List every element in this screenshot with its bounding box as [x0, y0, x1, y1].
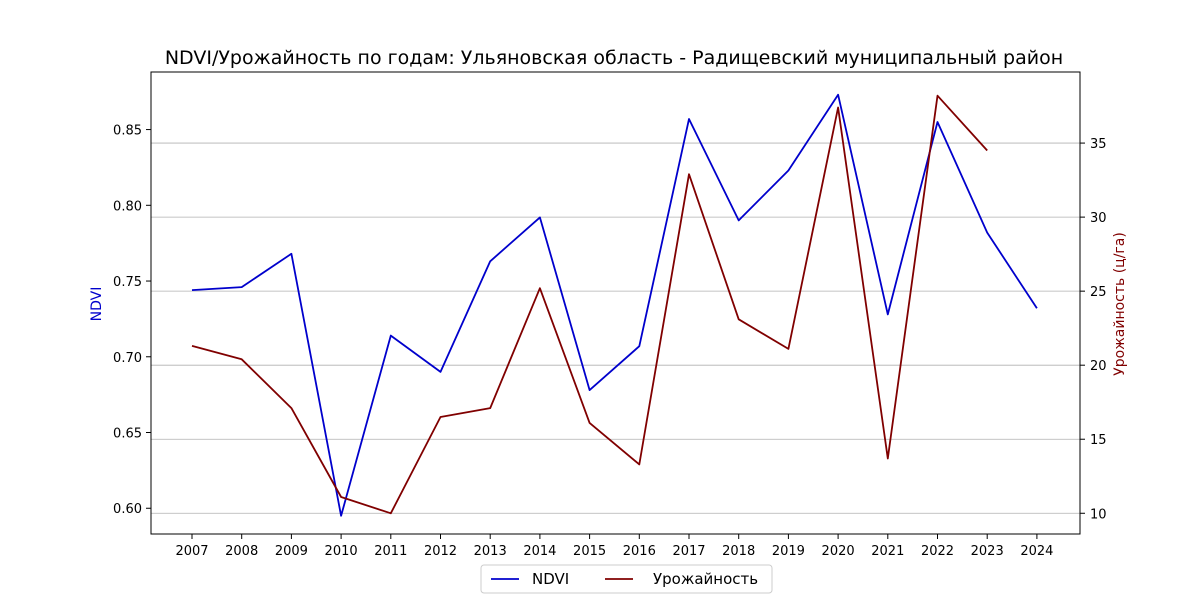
x-tick-label: 2024 [1020, 544, 1053, 559]
right-tick-label: 15 [1090, 433, 1107, 448]
right-tick-label: 25 [1090, 285, 1107, 300]
x-tick-label: 2016 [623, 544, 656, 559]
left-tick-label: 0.60 [113, 502, 142, 517]
x-tick-label: 2018 [722, 544, 755, 559]
series-layer [191, 93, 1038, 517]
left-tick-label: 0.65 [113, 427, 142, 442]
x-tick-label: 2015 [573, 544, 606, 559]
x-tick-label: 2007 [175, 544, 208, 559]
chart-title: NDVI/Урожайность по годам: Ульяновская о… [165, 47, 1063, 69]
x-tick-label: 2021 [871, 544, 904, 559]
left-tick-label: 0.85 [113, 124, 142, 139]
plot-frame [150, 71, 1081, 535]
left-tick-label: 0.70 [113, 351, 142, 366]
legend: NDVI Урожайность [480, 564, 773, 594]
x-tick-label: 2022 [921, 544, 954, 559]
left-tick-label: 0.75 [113, 275, 142, 290]
x-tick-label: 2010 [325, 544, 358, 559]
x-tick-label: 2020 [822, 544, 855, 559]
right-tick-label: 35 [1090, 137, 1107, 152]
legend-label-ndvi: NDVI [532, 570, 569, 588]
right-tick-label: 10 [1090, 507, 1107, 522]
x-tick-label: 2014 [523, 544, 556, 559]
series-line-ndvi [191, 93, 1038, 517]
left-tick-label: 0.80 [113, 199, 142, 214]
x-tick-label: 2012 [424, 544, 457, 559]
x-tick-label: 2019 [772, 544, 805, 559]
right-tick-label: 20 [1090, 359, 1107, 374]
x-tick-label: 2023 [971, 544, 1004, 559]
series-line-yield [191, 94, 988, 515]
grid [151, 142, 1080, 514]
left-axis-title: NDVI [89, 287, 105, 322]
x-tick-label: 2013 [474, 544, 507, 559]
legend-label-yield: Урожайность [653, 570, 758, 588]
right-axis-title: Урожайность (ц/га) [1112, 232, 1128, 376]
x-tick-label: 2011 [374, 544, 407, 559]
right-tick-label: 30 [1090, 211, 1107, 226]
x-tick-label: 2009 [275, 544, 308, 559]
x-tick-label: 2008 [225, 544, 258, 559]
x-tick-label: 2017 [672, 544, 705, 559]
axes: 0.60 0.65 0.70 0.75 0.80 0.85 10 15 20 25 30 35 2007… [113, 124, 1107, 559]
